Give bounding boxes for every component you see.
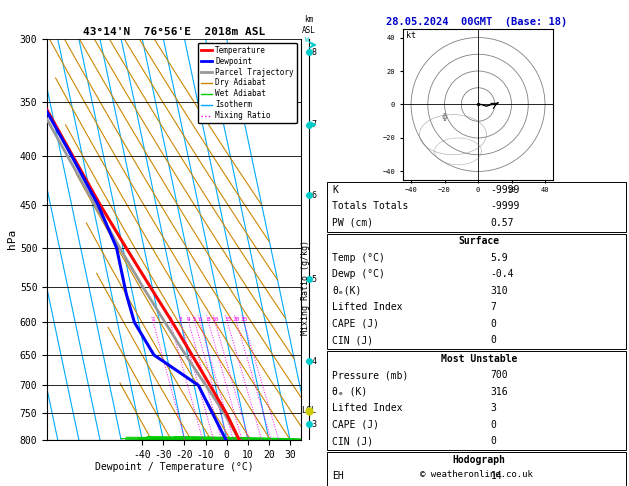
Text: Pressure (mb): Pressure (mb) bbox=[332, 370, 408, 381]
Text: 0: 0 bbox=[491, 319, 496, 329]
Text: 0: 0 bbox=[491, 420, 496, 430]
Text: 5.9: 5.9 bbox=[491, 253, 508, 263]
Text: Dewp (°C): Dewp (°C) bbox=[332, 269, 385, 279]
Text: Temp (°C): Temp (°C) bbox=[332, 253, 385, 263]
Text: θₑ(K): θₑ(K) bbox=[332, 286, 362, 296]
Text: 316: 316 bbox=[491, 387, 508, 397]
Text: 14: 14 bbox=[491, 471, 503, 482]
Text: 20: 20 bbox=[233, 317, 240, 322]
Text: 0.57: 0.57 bbox=[491, 218, 514, 228]
Text: 3: 3 bbox=[312, 420, 317, 429]
Text: km
ASL: km ASL bbox=[302, 16, 316, 35]
Text: Lifted Index: Lifted Index bbox=[332, 403, 403, 414]
Text: -9999: -9999 bbox=[491, 201, 520, 211]
Text: PW (cm): PW (cm) bbox=[332, 218, 373, 228]
Title: 43°14'N  76°56'E  2018m ASL: 43°14'N 76°56'E 2018m ASL bbox=[83, 27, 265, 37]
Text: 1: 1 bbox=[152, 317, 155, 322]
Text: -9999: -9999 bbox=[491, 185, 520, 195]
Text: 28.05.2024  00GMT  (Base: 18): 28.05.2024 00GMT (Base: 18) bbox=[386, 17, 567, 27]
Text: 0: 0 bbox=[491, 335, 496, 346]
Text: 8: 8 bbox=[312, 48, 317, 57]
Text: Hodograph: Hodograph bbox=[452, 455, 506, 465]
Text: 0: 0 bbox=[491, 436, 496, 447]
Text: 3: 3 bbox=[491, 403, 496, 414]
Text: Surface: Surface bbox=[459, 236, 499, 246]
Text: W: W bbox=[305, 37, 309, 43]
Text: © weatheronline.co.uk: © weatheronline.co.uk bbox=[420, 469, 533, 479]
Text: EH: EH bbox=[332, 471, 344, 482]
X-axis label: Dewpoint / Temperature (°C): Dewpoint / Temperature (°C) bbox=[94, 462, 253, 472]
Text: θₑ (K): θₑ (K) bbox=[332, 387, 367, 397]
Text: 3: 3 bbox=[179, 317, 183, 322]
Text: CAPE (J): CAPE (J) bbox=[332, 319, 379, 329]
Text: Totals Totals: Totals Totals bbox=[332, 201, 408, 211]
Text: 6: 6 bbox=[312, 191, 317, 200]
Text: 2: 2 bbox=[169, 317, 172, 322]
Legend: Temperature, Dewpoint, Parcel Trajectory, Dry Adiabat, Wet Adiabat, Isotherm, Mi: Temperature, Dewpoint, Parcel Trajectory… bbox=[198, 43, 297, 123]
Text: 4: 4 bbox=[312, 357, 317, 365]
Text: 25: 25 bbox=[240, 317, 248, 322]
Text: 7: 7 bbox=[312, 120, 317, 129]
Text: K: K bbox=[332, 185, 338, 195]
Text: CAPE (J): CAPE (J) bbox=[332, 420, 379, 430]
Text: 310: 310 bbox=[491, 286, 508, 296]
Text: 4: 4 bbox=[187, 317, 191, 322]
Text: LCL: LCL bbox=[301, 406, 316, 415]
Y-axis label: hPa: hPa bbox=[7, 229, 17, 249]
Text: CIN (J): CIN (J) bbox=[332, 335, 373, 346]
Text: 10: 10 bbox=[211, 317, 219, 322]
Text: 5: 5 bbox=[312, 275, 317, 284]
Text: Φ: Φ bbox=[441, 113, 447, 123]
Text: Lifted Index: Lifted Index bbox=[332, 302, 403, 312]
Text: 6: 6 bbox=[198, 317, 202, 322]
Text: Mixing Ratio (g/kg): Mixing Ratio (g/kg) bbox=[301, 240, 310, 335]
Text: 8: 8 bbox=[206, 317, 210, 322]
Text: CIN (J): CIN (J) bbox=[332, 436, 373, 447]
Text: Most Unstable: Most Unstable bbox=[441, 354, 517, 364]
Text: 5: 5 bbox=[193, 317, 197, 322]
Text: 700: 700 bbox=[491, 370, 508, 381]
Text: 15: 15 bbox=[224, 317, 231, 322]
Text: 7: 7 bbox=[491, 302, 496, 312]
Text: kt: kt bbox=[406, 31, 416, 39]
Text: -0.4: -0.4 bbox=[491, 269, 514, 279]
